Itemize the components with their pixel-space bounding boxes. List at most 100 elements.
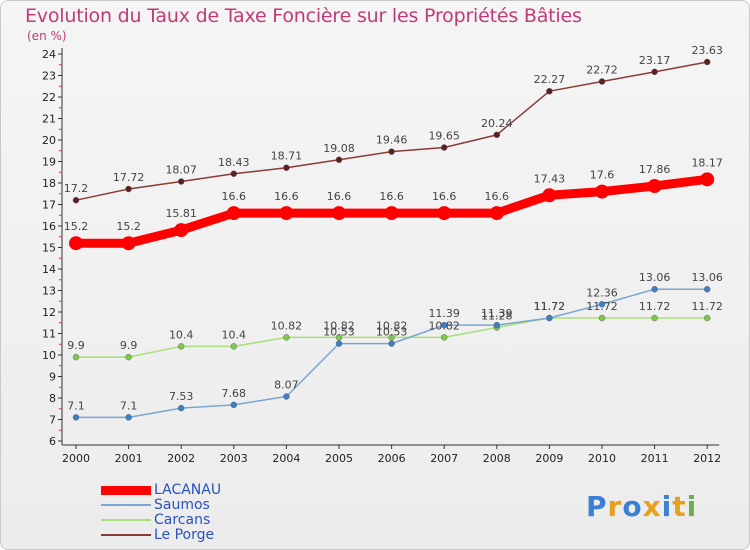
x-tick-label: 2000: [62, 452, 90, 465]
data-label-carcans: 10.82: [376, 319, 408, 332]
data-point-le-porge: [598, 78, 606, 85]
legend-label-le-porge: Le Porge: [154, 527, 215, 543]
y-tick-label: 18: [42, 177, 56, 190]
y-tick-label: 8: [49, 392, 56, 405]
data-point-carcans: [283, 334, 290, 341]
data-point-saumos: [651, 286, 658, 293]
data-label-saumos: 11.39: [428, 307, 460, 320]
x-tick-label: 2005: [325, 452, 353, 465]
data-label-lacanau: 17.6: [590, 169, 615, 182]
legend-swatch-carcans: [101, 519, 151, 521]
data-label-carcans: 11.28: [481, 309, 513, 322]
data-point-saumos: [598, 301, 606, 308]
x-tick-label: 2010: [588, 452, 616, 465]
data-label-le-porge: 20.24: [481, 117, 513, 130]
data-point-lacanau: [332, 206, 346, 221]
data-point-lacanau: [69, 236, 83, 251]
data-label-saumos: 13.06: [639, 271, 671, 284]
data-point-saumos: [283, 393, 290, 400]
y-tick-label: 14: [42, 263, 56, 276]
data-point-saumos: [493, 321, 500, 329]
data-label-le-porge: 17.72: [113, 171, 145, 184]
data-point-carcans: [335, 334, 343, 341]
data-label-carcans: 10.82: [323, 319, 355, 332]
data-label-carcans: 11.72: [691, 300, 723, 313]
data-point-carcans: [441, 334, 448, 341]
legend-item-lacanau: LACANAU: [101, 482, 361, 498]
legend-item-saumos: Saumos: [101, 497, 361, 513]
data-point-carcans: [177, 343, 185, 350]
data-label-lacanau: 15.81: [165, 207, 197, 220]
data-label-lacanau: 16.6: [274, 190, 299, 203]
x-tick-label: 2003: [220, 452, 248, 465]
data-point-saumos: [704, 286, 711, 293]
x-tick-label: 2009: [535, 452, 563, 465]
data-label-le-porge: 19.65: [428, 130, 460, 143]
data-label-saumos: 8.07: [274, 378, 299, 391]
data-label-le-porge: 18.07: [165, 163, 197, 176]
data-label-le-porge: 19.08: [323, 142, 355, 155]
y-tick-label: 13: [42, 285, 56, 298]
data-label-carcans: 10.4: [222, 328, 247, 341]
data-point-le-porge: [388, 148, 395, 155]
data-point-lacanau: [279, 206, 294, 221]
data-point-carcans: [598, 314, 606, 322]
y-tick-label: 20: [42, 134, 56, 147]
data-label-le-porge: 23.63: [691, 44, 723, 57]
x-tick-label: 2002: [167, 452, 195, 465]
data-point-le-porge: [72, 196, 80, 204]
data-point-carcans: [651, 314, 658, 322]
data-point-carcans: [230, 343, 238, 350]
y-tick-label: 6: [49, 435, 56, 448]
data-point-le-porge: [651, 68, 658, 76]
data-point-le-porge: [230, 170, 238, 177]
data-label-lacanau: 15.2: [116, 220, 141, 233]
x-tick-label: 2006: [378, 452, 406, 465]
data-label-le-porge: 23.17: [639, 54, 671, 67]
data-label-lacanau: 15.2: [64, 220, 89, 233]
y-tick-label: 24: [42, 48, 56, 61]
legend-swatch-le-porge: [101, 534, 151, 536]
data-point-le-porge: [283, 164, 290, 171]
data-point-lacanau: [700, 172, 715, 187]
y-tick-label: 22: [42, 91, 56, 104]
data-point-lacanau: [542, 188, 557, 203]
x-tick-label: 2001: [115, 452, 143, 465]
data-point-le-porge: [125, 185, 132, 193]
data-point-carcans: [388, 334, 395, 341]
y-tick-label: 21: [42, 113, 56, 126]
data-point-lacanau: [595, 184, 609, 199]
data-point-saumos: [125, 414, 132, 421]
data-label-lacanau: 16.6: [485, 190, 510, 203]
data-label-carcans: 10.82: [428, 319, 460, 332]
data-label-saumos: 13.06: [691, 271, 723, 284]
chart-title: Evolution du Taux de Taxe Foncière sur l…: [25, 5, 582, 27]
data-point-le-porge: [441, 144, 448, 151]
data-label-saumos: 11.72: [534, 300, 566, 313]
y-tick-label: 17: [42, 199, 56, 212]
data-point-lacanau: [226, 206, 241, 221]
legend-swatch-saumos: [101, 504, 151, 506]
data-point-lacanau: [174, 223, 189, 238]
legend-label-saumos: Saumos: [154, 497, 210, 513]
x-tick-label: 2004: [272, 452, 300, 465]
data-point-lacanau: [489, 206, 504, 221]
y-tick-label: 19: [42, 156, 56, 169]
data-label-saumos: 11.39: [481, 307, 513, 320]
data-label-le-porge: 18.43: [218, 156, 250, 169]
data-label-carcans: 11.72: [639, 300, 671, 313]
data-label-lacanau: 16.6: [222, 190, 247, 203]
data-label-carcans: 11.72: [586, 300, 618, 313]
data-label-carcans: 10.4: [169, 328, 194, 341]
data-point-le-porge: [493, 131, 500, 139]
data-label-saumos: 7.53: [169, 390, 194, 403]
x-tick-label: 2012: [693, 452, 721, 465]
data-label-le-porge: 17.2: [64, 182, 89, 195]
y-tick-label: 15: [42, 242, 56, 255]
data-label-saumos: 10.53: [376, 326, 408, 339]
data-point-le-porge: [177, 178, 185, 185]
data-label-le-porge: 19.46: [376, 134, 408, 147]
data-label-lacanau: 16.6: [379, 190, 404, 203]
data-label-saumos: 7.1: [120, 399, 138, 412]
data-label-le-porge: 18.71: [271, 150, 303, 163]
